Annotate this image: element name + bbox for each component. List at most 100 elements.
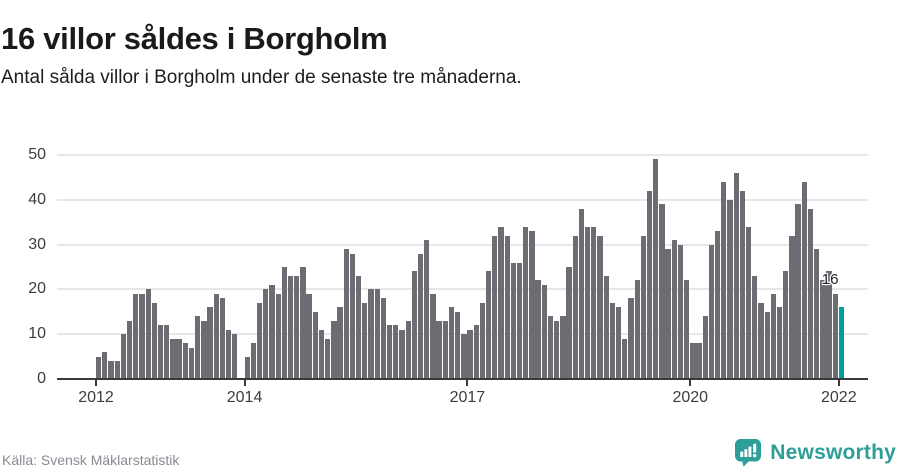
bar — [306, 293, 312, 379]
bar — [684, 280, 690, 379]
bar — [801, 181, 807, 379]
bar — [677, 244, 684, 379]
bar — [102, 352, 108, 379]
bar — [541, 284, 547, 379]
bar — [312, 311, 318, 379]
bar — [386, 325, 393, 379]
y-tick-label: 0 — [37, 370, 46, 387]
gridline — [57, 243, 868, 246]
bar — [510, 262, 517, 379]
gridline — [57, 154, 868, 156]
bar — [715, 231, 721, 379]
bar — [783, 271, 789, 379]
bar — [770, 293, 776, 379]
bar — [745, 226, 752, 379]
bar — [417, 253, 424, 379]
bar — [659, 204, 665, 379]
x-tick-mark — [689, 380, 692, 386]
bar — [294, 275, 300, 379]
bar — [529, 231, 535, 379]
bar — [708, 244, 715, 379]
bar — [108, 361, 114, 379]
bar — [405, 320, 411, 379]
bar — [795, 204, 801, 379]
bar — [603, 275, 609, 379]
x-tick-label: 2017 — [449, 389, 486, 406]
bar — [640, 235, 647, 379]
bar — [485, 271, 492, 379]
bar — [727, 199, 733, 379]
bar — [547, 316, 554, 379]
bar — [504, 235, 510, 379]
bar — [523, 226, 529, 379]
page-title: 16 villor såldes i Borgholm — [1, 20, 388, 56]
bar — [195, 316, 201, 379]
bar — [826, 271, 832, 379]
bar — [126, 320, 133, 379]
bar — [219, 298, 226, 379]
bar — [597, 235, 603, 379]
x-tick-mark — [95, 380, 97, 386]
highlight-value-label: 16 — [821, 271, 839, 289]
bar — [739, 190, 746, 379]
bar — [473, 325, 479, 379]
bar — [170, 338, 176, 379]
x-tick-mark — [243, 380, 246, 386]
bar — [269, 284, 275, 379]
bar — [479, 302, 486, 379]
bar — [368, 289, 374, 379]
bar — [807, 208, 814, 379]
bar — [250, 343, 257, 379]
bar — [207, 307, 213, 379]
y-tick-label: 50 — [28, 146, 46, 163]
x-tick-label: 2014 — [226, 389, 263, 406]
gridline — [57, 288, 868, 291]
x-axis-line — [57, 378, 868, 380]
bar — [578, 208, 585, 379]
x-tick-label: 2020 — [672, 389, 709, 406]
bar — [213, 293, 219, 379]
bar — [287, 275, 294, 379]
bar — [157, 325, 164, 379]
bar — [380, 298, 387, 379]
bar — [615, 307, 622, 379]
source-credit: Källa: Svensk Mäklarstatistik — [2, 452, 180, 468]
bar — [355, 275, 362, 379]
bar — [665, 249, 671, 379]
bar — [498, 226, 504, 379]
bar — [566, 267, 572, 379]
bar — [374, 289, 380, 379]
chart-subtitle: Antal sålda villor i Borgholm under de s… — [1, 67, 522, 88]
bar — [139, 293, 145, 379]
newsworthy-bubble-chart-icon — [734, 438, 762, 467]
bar — [300, 267, 306, 379]
bar — [492, 235, 498, 379]
bar — [188, 347, 195, 379]
bar — [591, 226, 597, 379]
bar — [653, 159, 659, 379]
bar — [789, 235, 795, 379]
bar — [448, 307, 455, 379]
bar — [281, 267, 287, 379]
bar — [96, 356, 102, 379]
bar — [182, 343, 188, 379]
bar — [758, 302, 764, 379]
bar — [721, 181, 727, 379]
x-tick-label: 2012 — [78, 389, 114, 406]
highlighted-bar — [838, 307, 845, 379]
bar — [393, 325, 399, 379]
bar — [622, 338, 628, 379]
bar — [467, 329, 473, 379]
bar — [164, 325, 170, 379]
bar — [145, 289, 151, 379]
bar — [560, 316, 566, 379]
y-tick-label: 40 — [28, 190, 46, 208]
bar — [436, 320, 442, 379]
bar — [690, 343, 696, 379]
bar — [201, 320, 207, 379]
bar — [232, 334, 238, 379]
bar — [133, 293, 139, 379]
bar — [176, 338, 182, 379]
bar — [424, 240, 430, 379]
bar — [516, 262, 523, 379]
